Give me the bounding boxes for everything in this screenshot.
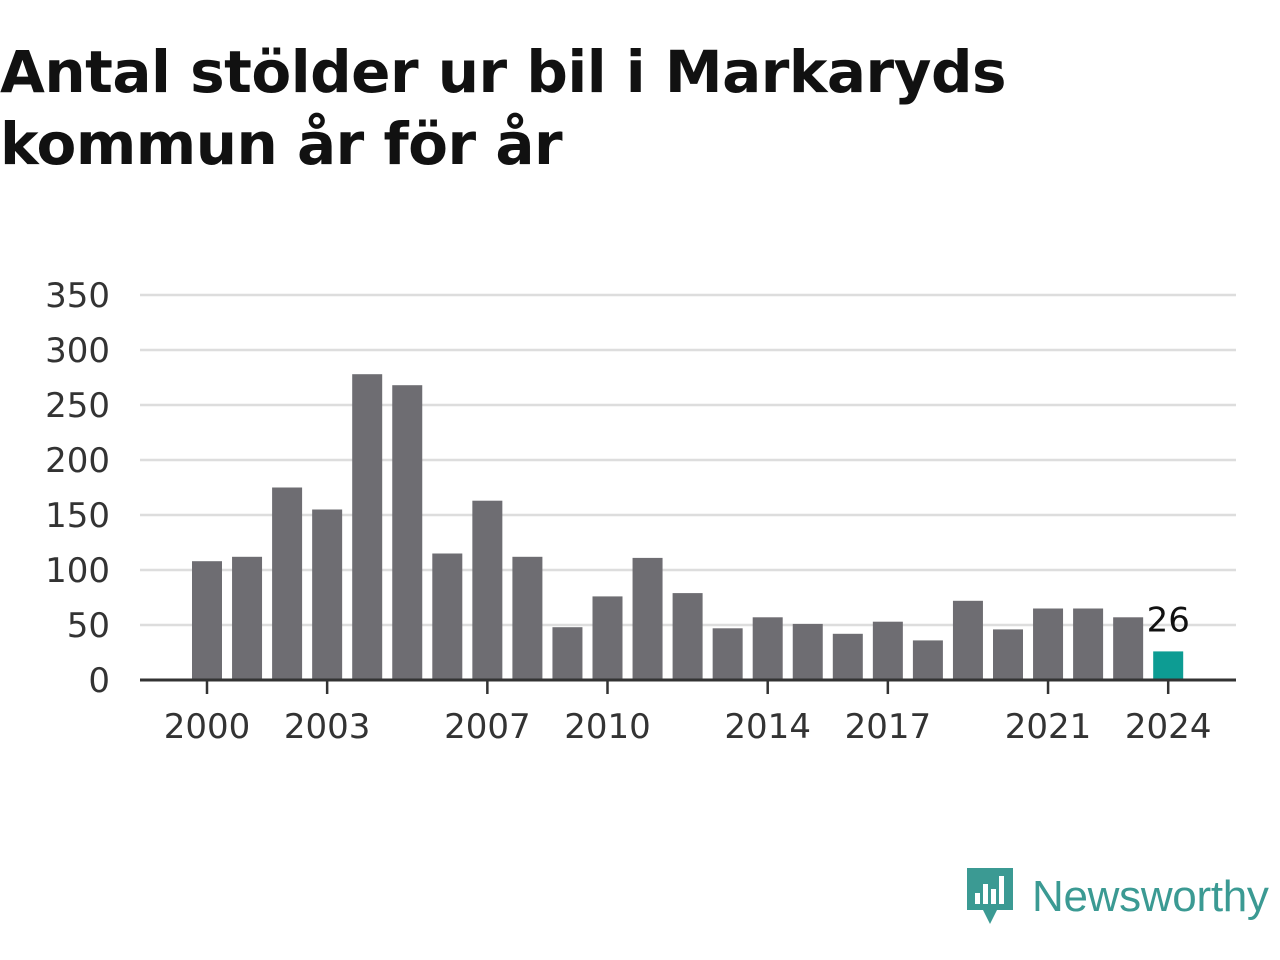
bar-2015 xyxy=(792,623,823,680)
bar-2011 xyxy=(632,557,663,680)
chart-title: Antal stölder ur bil i Markaryds kommun … xyxy=(0,38,1007,178)
newsworthy-logo-icon xyxy=(967,868,1013,924)
x-tick-label: 2003 xyxy=(284,707,371,747)
y-tick-label: 250 xyxy=(45,386,110,426)
bars xyxy=(192,374,1184,680)
grid-lines xyxy=(140,293,1236,627)
y-tick-label: 200 xyxy=(45,441,110,481)
bar-2022 xyxy=(1073,608,1104,680)
brand-logo: Newsworthy xyxy=(964,862,1269,932)
y-tick-label: 50 xyxy=(67,606,110,646)
x-tick-label: 2024 xyxy=(1125,707,1212,747)
x-tick-label: 2014 xyxy=(724,707,811,747)
x-tick-label: 2017 xyxy=(845,707,932,747)
bar-2003 xyxy=(312,509,343,680)
bar-2007 xyxy=(472,500,503,680)
bar-2009 xyxy=(552,627,583,680)
x-axis-ticks: 2000 2003 2007 2010 2014 2017 2021 2024 xyxy=(164,680,1212,747)
bar-2010 xyxy=(592,596,623,680)
y-tick-label: 300 xyxy=(45,331,110,371)
x-tick-label: 2007 xyxy=(444,707,531,747)
bar-2023 xyxy=(1113,617,1144,680)
bar-2012 xyxy=(672,593,703,680)
y-tick-label: 350 xyxy=(45,276,110,316)
bar-2018 xyxy=(912,640,943,680)
y-tick-label: 150 xyxy=(45,496,110,536)
bar-2004 xyxy=(352,374,383,680)
x-tick-label: 2000 xyxy=(164,707,251,747)
bar-2008 xyxy=(512,556,543,680)
bar-2016 xyxy=(832,633,863,680)
bar-2019 xyxy=(952,600,983,680)
brand-name: Newsworthy xyxy=(1032,872,1269,921)
bar-2014 xyxy=(752,617,783,680)
y-tick-label: 0 xyxy=(88,661,110,701)
bar-2024 xyxy=(1153,651,1184,680)
x-tick-label: 2021 xyxy=(1005,707,1092,747)
bar-2000 xyxy=(192,561,222,680)
bar-2020 xyxy=(993,629,1023,680)
bar-2002 xyxy=(272,487,303,680)
bar-2005 xyxy=(392,385,423,680)
y-tick-label: 100 xyxy=(45,551,110,591)
x-tick-label: 2010 xyxy=(564,707,651,747)
bar-2017 xyxy=(872,621,903,680)
data-label-2024: 26 xyxy=(1147,600,1190,640)
data-labels: 26 xyxy=(1147,600,1190,640)
bar-2013 xyxy=(712,628,743,680)
bar-2021 xyxy=(1033,608,1064,680)
y-axis-ticks: 0 50 100 150 200 250 300 350 xyxy=(45,276,110,701)
bar-2001 xyxy=(232,556,263,680)
bar-2006 xyxy=(432,553,463,680)
